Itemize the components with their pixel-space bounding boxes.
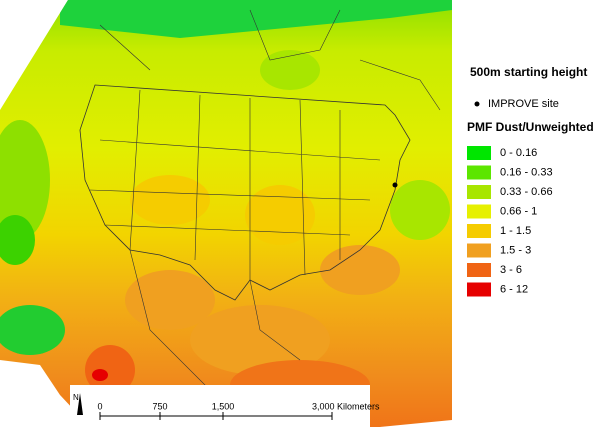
site-marker [392,182,398,188]
north-arrow: N [73,393,79,402]
legend: 0 - 0.16 0.16 - 0.33 0.33 - 0.66 0.66 - 1 1 … [467,146,553,297]
scale-label: 1,500 [212,401,235,411]
legend-swatch [467,243,491,258]
legend-swatch [467,263,491,277]
site-legend-label: IMPROVE site [488,98,559,110]
legend-swatch [467,282,491,297]
legend-swatch [467,185,491,199]
legend-swatch [467,146,491,160]
legend-label: 3 - 6 [500,264,522,276]
scale-label: 3,000 Kilometers [312,401,380,411]
legend-label: 1 - 1.5 [500,225,531,237]
legend-label: 1.5 - 3 [500,244,531,256]
scale-label: 0 [97,401,102,411]
legend-label: 0.66 - 1 [500,205,537,217]
scale-bar: 0 750 1,500 3,000 Kilometers N [70,385,380,427]
legend-swatch [467,204,491,219]
legend-swatch [467,224,491,238]
legend-label: 0 - 0.16 [500,147,537,159]
site-legend-symbol [474,101,480,107]
legend-swatch [467,165,491,180]
scale-label: 750 [152,401,167,411]
legend-label: 6 - 12 [500,283,528,295]
map [0,0,452,427]
legend-label: 0.16 - 0.33 [500,166,553,178]
map-title: 500m starting height [470,65,587,79]
legend-title: PMF Dust/Unweighted [467,120,594,134]
legend-label: 0.33 - 0.66 [500,186,553,198]
